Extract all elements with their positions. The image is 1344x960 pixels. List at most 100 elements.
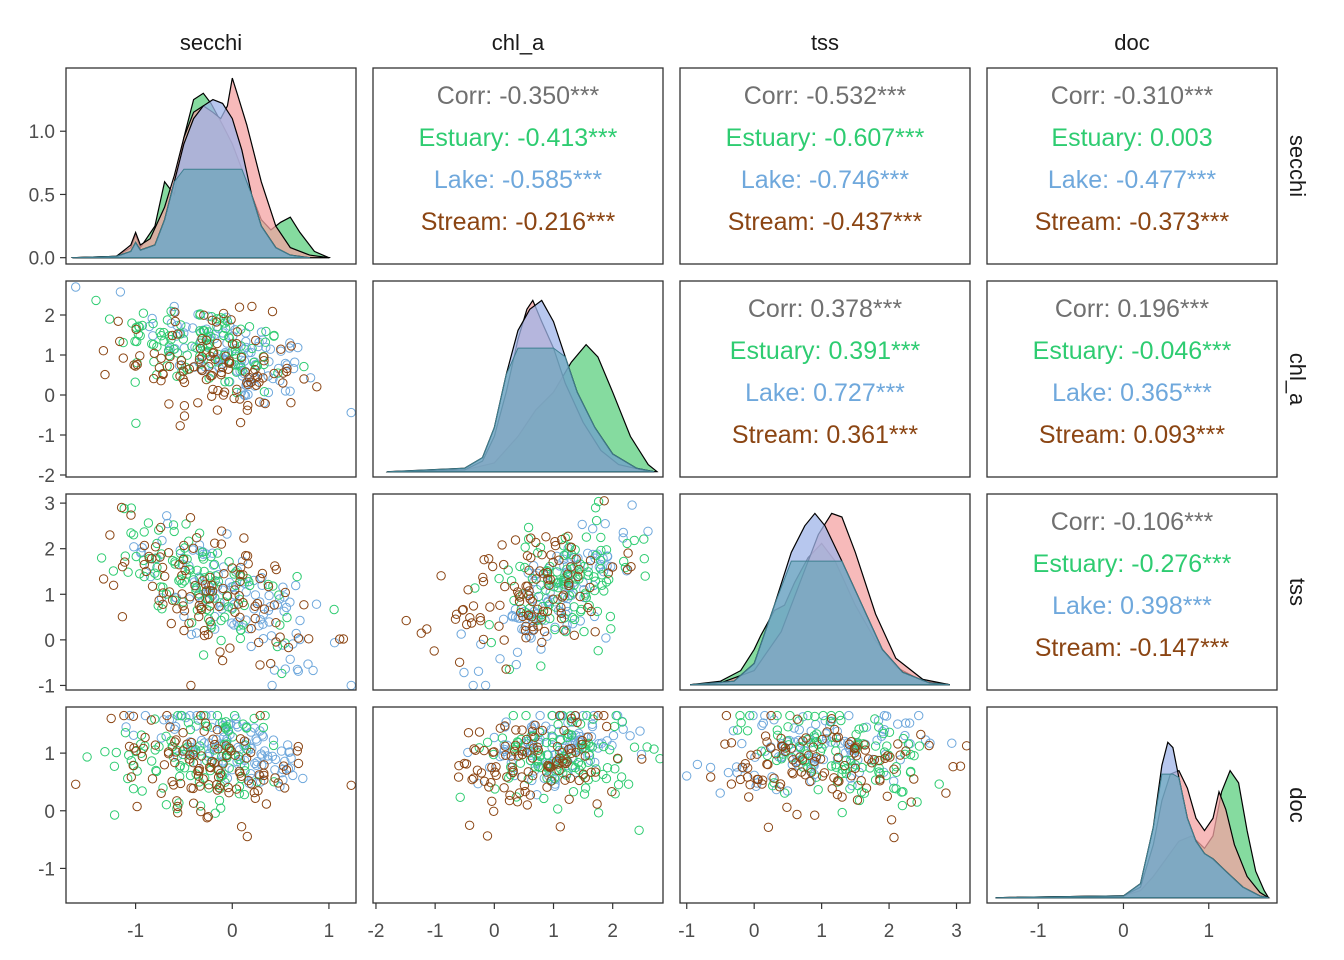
scatter-point-estuary [882,741,892,751]
scatter-point-stream [752,774,762,785]
scatter-point-lake [250,590,261,600]
scatter-point-stream [906,797,916,807]
scatter-point-estuary [891,784,901,794]
scatter-point-lake [227,618,237,628]
scatter-point-estuary [523,522,534,533]
corr-estuary-label: Estuary: 0.391*** [730,337,921,365]
scatter-point-stream [488,561,498,572]
scatter-point-estuary [591,764,601,774]
scatter-point-lake [162,518,173,529]
scatter-point-estuary [177,578,187,588]
scatter-point-lake [575,616,585,626]
scatter-point-stream [292,746,302,756]
scatter-point-estuary [229,710,240,721]
scatter-point-estuary [179,576,190,586]
scatter-point-lake [222,338,232,348]
scatter-point-lake [561,625,572,635]
corr-total-label: Corr: -0.310*** [1051,82,1214,110]
scatter-point-lake [292,664,303,675]
scatter-point-estuary [205,338,215,348]
scatter-point-stream [536,612,547,622]
panel-secchi-secchi [65,67,357,265]
scatter-point-stream [232,339,242,349]
scatter-point-stream [230,585,240,595]
scatter-point-stream [622,565,633,575]
scatter-point-stream [479,555,489,565]
scatter-point-estuary [209,559,220,570]
scatter-point-stream [557,592,568,602]
scatter-point-stream [219,569,229,579]
scatter-point-estuary [772,725,782,735]
scatter-point-stream [544,580,554,590]
scatter-point-stream [233,599,244,609]
x-tick-label: -1 [127,921,144,942]
scatter-point-estuary [134,322,145,332]
scatter-point-stream [563,531,573,541]
scatter-point-estuary [772,755,782,766]
scatter-point-estuary [837,807,847,818]
scatter-point-estuary [227,604,237,614]
scatter-point-estuary [249,357,259,368]
scatter-point-estuary [244,322,255,332]
scatter-point-lake [276,346,286,356]
y-tick-label: 2 [44,540,55,561]
scatter-point-stream [100,369,110,380]
corr-stream-label: Stream: -0.437*** [728,208,923,236]
scatter-point-lake [643,526,653,536]
scatter-point-lake [169,307,179,317]
scatter-point-estuary [617,717,627,727]
scatter-point-stream [188,798,199,808]
scatter-point-lake [305,373,316,383]
scatter-point-stream [155,552,165,562]
scatter-point-stream [546,550,556,560]
scatter-point-estuary [622,538,632,549]
scatter-point-lake [692,759,703,770]
scatter-point-stream [752,749,762,759]
scatter-point-estuary [606,624,616,634]
scatter-point-stream [531,537,541,548]
panel-border [679,67,971,265]
scatter-point-stream [557,534,567,545]
row-title-secchi: secchi [1285,135,1310,197]
scatter-point-stream [563,569,573,579]
scatter-point-estuary [196,746,206,756]
scatter-point-stream [194,763,205,774]
scatter-point-stream [131,324,141,334]
scatter-point-stream [542,782,552,792]
scatter-point-estuary [579,789,590,799]
scatter-point-stream [227,339,238,349]
scatter-point-stream [798,736,808,746]
scatter-point-stream [250,613,260,624]
panel-chl_a-secchi [65,280,357,478]
scatter-point-estuary [609,721,620,732]
scatter-point-stream [517,772,527,782]
corr-estuary-label: Estuary: -0.276*** [1033,550,1232,578]
scatter-point-stream [235,569,245,580]
scatter-point-lake [241,615,251,625]
scatter-point-stream [242,405,253,415]
scatter-point-estuary [533,761,543,772]
scatter-point-estuary [154,525,164,535]
scatter-point-estuary [590,503,601,513]
scatter-point-lake [840,748,851,758]
scatter-point-lake [264,617,274,627]
scatter-point-estuary [914,741,925,751]
scatter-point-stream [224,357,234,368]
scatter-point-estuary [206,623,216,633]
scatter-point-lake [191,628,202,638]
scatter-point-estuary [573,757,583,768]
scatter-point-estuary [216,615,226,626]
scatter-point-stream [132,801,142,812]
scatter-point-estuary [261,326,271,337]
scatter-point-estuary [191,585,201,595]
scatter-point-estuary [553,719,563,730]
x-tick-label: 2 [884,921,895,942]
scatter-point-estuary [836,715,846,726]
scatter-point-estuary [589,585,600,596]
scatter-point-stream [281,765,292,775]
scatter-point-stream [491,770,501,780]
scatter-point-estuary [903,739,914,749]
scatter-point-stream [235,394,245,404]
scatter-point-estuary [218,330,229,341]
scatter-point-stream [116,502,127,513]
